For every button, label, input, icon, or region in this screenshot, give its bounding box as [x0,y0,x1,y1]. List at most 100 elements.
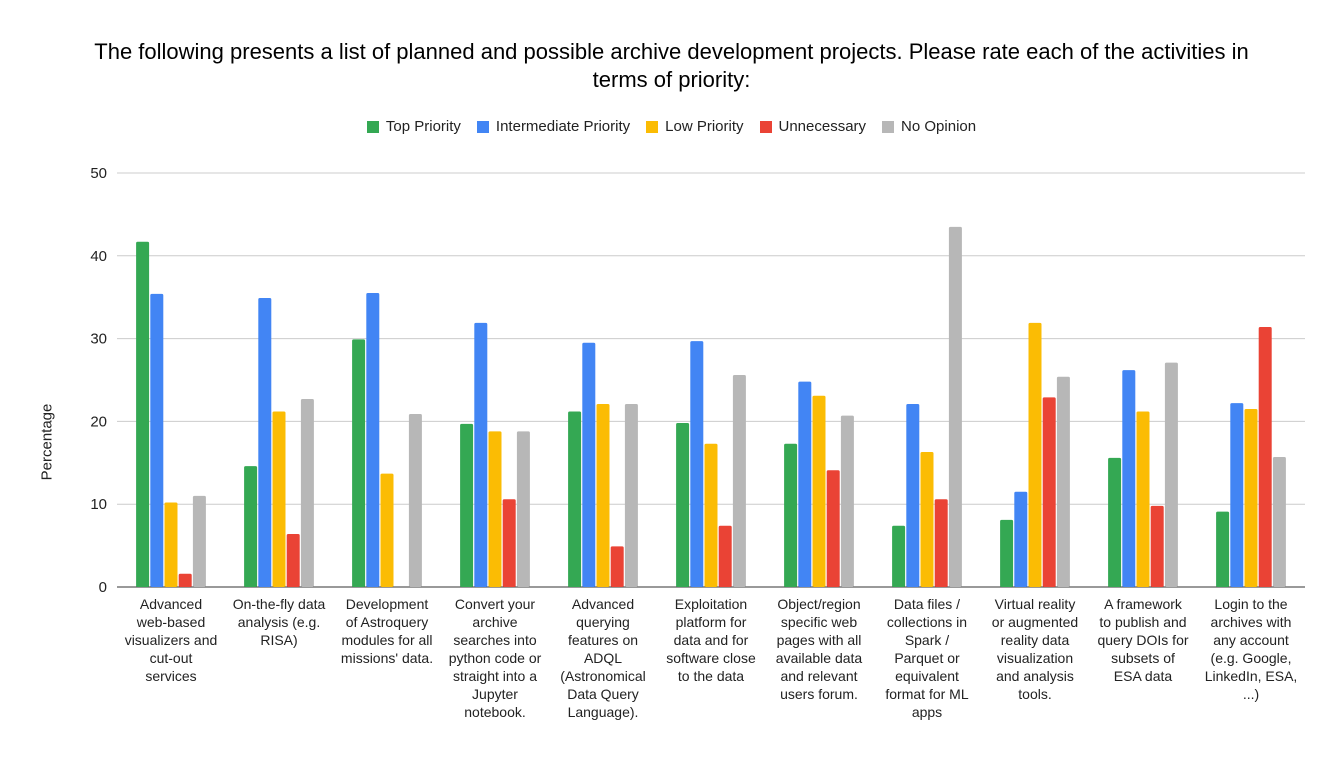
bar-top-priority [676,423,690,587]
x-category-label-line: RISA) [260,632,298,648]
bar-low-priority [164,502,178,587]
x-category-label-line: Development [345,596,429,612]
legend-item: Intermediate Priority [476,118,630,135]
legend-label: No Opinion [901,118,977,135]
x-category-label-line: any account [1213,632,1289,648]
x-category-label-line: visualizers and [124,632,218,648]
x-category-label-line: equivalent [895,668,959,684]
bar-top-priority [1216,511,1230,587]
x-category-label-line: notebook. [464,704,526,720]
bar-low-priority [380,473,394,587]
y-tick-label: 10 [90,496,107,513]
x-category-label-line: (e.g. Google, [1210,650,1292,666]
x-category-label-line: features on [567,632,639,648]
x-category-label-line: A framework [1104,596,1182,612]
bar-intermediate-priority [366,293,380,587]
chart-title: The following presents a list of planned… [0,38,1343,94]
bar-intermediate-priority [474,322,488,587]
bar-unnecessary [178,573,192,587]
bar-no-opinion [948,226,962,587]
bar-intermediate-priority [798,381,812,587]
x-category-label-line: services [145,668,197,684]
legend-swatch [759,120,772,133]
bar-intermediate-priority [1230,403,1244,587]
x-category-label: Convert your archive searches into python c… [443,595,547,721]
bar-top-priority [244,466,258,587]
bar-intermediate-priority [150,293,164,587]
y-tick-label: 30 [90,331,107,348]
legend-label: Low Priority [665,118,744,135]
x-category-label-line: (Astronomical [560,668,646,684]
x-category-label-line: Spark / [904,632,950,648]
x-category-label-line: visualization [996,650,1074,666]
chart-title-line-1: The following presents a list of planned… [94,39,1249,64]
x-category-label-line: to publish and [1099,614,1187,630]
bar-no-opinion [300,399,314,587]
bar-no-opinion [732,375,746,587]
x-category-label-line: Language). [567,704,639,720]
bar-no-opinion [624,404,638,587]
x-category-label-line: Virtual reality [994,596,1076,612]
x-category-label-line: to the data [677,668,745,684]
bar-top-priority [352,339,366,587]
x-category-label-line: modules for all [341,632,433,648]
x-category-label-line: specific web [780,614,858,630]
bar-no-opinion [840,415,854,587]
x-category-label-line: Data files / [893,596,961,612]
bar-low-priority [488,431,502,587]
x-category-label-line: collections in [886,614,968,630]
x-category-label: Advanced querying features on ADQL (Astronom… [551,595,655,721]
bar-no-opinion [1056,376,1070,587]
bar-low-priority [920,452,934,587]
x-category-label-line: of Astroquery [345,614,429,630]
x-category-label-line: data and for [673,632,749,648]
bar-low-priority [1028,322,1042,587]
bar-low-priority [1244,408,1258,587]
legend-item: Low Priority [646,118,744,135]
x-category-label-line: reality data [1000,632,1070,648]
legend-item: No Opinion [882,118,976,135]
bar-no-opinion [408,413,422,587]
y-tick-label: 0 [99,579,107,596]
x-category-label-line: analysis (e.g. [237,614,321,630]
bar-no-opinion [1164,362,1178,587]
bar-low-priority [1136,411,1150,587]
bar-intermediate-priority [258,298,272,587]
x-category-label-line: On-the-fly data [232,596,326,612]
x-category-label-line: apps [911,704,943,720]
x-category-label-line: Convert your [454,596,536,612]
x-category-label-line: or augmented [991,614,1079,630]
x-category-label-line: searches into [453,632,537,648]
x-category-label-line: available data [775,650,863,666]
x-category-label: Exploitation platform for data and for soft… [659,595,763,685]
bar-unnecessary [826,470,840,587]
bar-unnecessary [610,546,624,587]
bar-low-priority [704,443,718,587]
legend-swatch [366,120,379,133]
x-category-label-line: pages with all [776,632,862,648]
bar-intermediate-priority [906,404,920,587]
x-category-label-line: Exploitation [674,596,748,612]
x-category-label-line: subsets of [1111,650,1175,666]
x-category-label: Object/region specific web pages with all a… [767,595,871,703]
bar-unnecessary [1258,327,1272,587]
chart-title-line-2: terms of priority: [592,67,751,92]
bar-unnecessary [502,499,516,587]
x-category-label-line: Login to the [1214,596,1288,612]
bar-low-priority [596,404,610,587]
bar-top-priority [568,411,582,587]
x-category-label-line: ...) [1242,686,1260,702]
x-category-label: Data files / collections in Spark / Parquet… [875,595,979,721]
bar-top-priority [1000,519,1014,587]
legend-label: Top Priority [385,118,461,135]
y-tick-label: 50 [90,165,107,182]
x-category-label-line: Data Query [567,686,639,702]
x-category-label: Virtual reality or augmented reality data v… [983,595,1087,703]
bar-low-priority [272,411,286,587]
x-category-label-line: missions' data. [340,650,434,666]
bar-unnecessary [718,525,732,587]
x-category-label-line: querying [576,614,630,630]
bar-top-priority [1108,457,1122,587]
legend-swatch [476,120,489,133]
